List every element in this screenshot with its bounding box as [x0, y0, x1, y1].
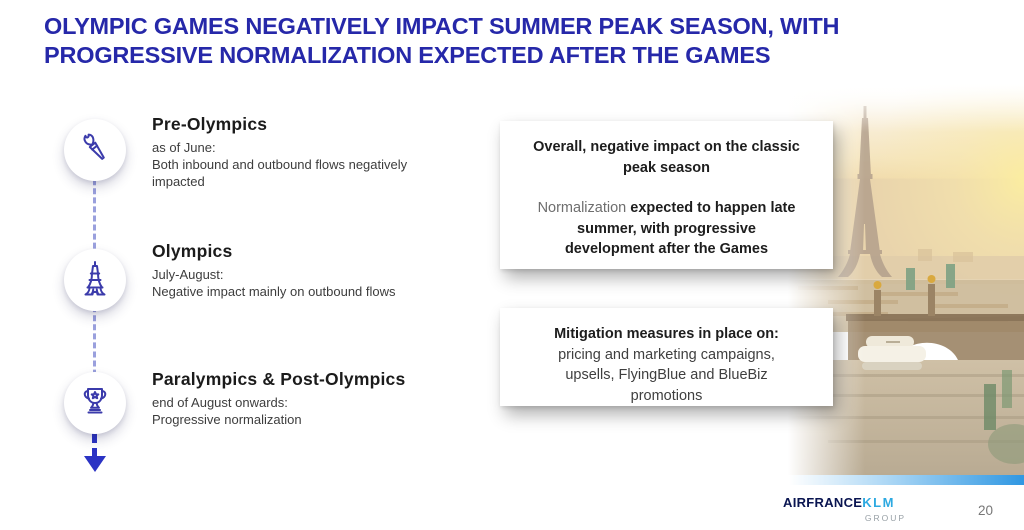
- timeline-item-description: Progressive normalization: [152, 412, 302, 428]
- timeline-item-description: Negative impact mainly on outbound flows: [152, 284, 396, 300]
- timeline-item-subtitle: July-August:: [152, 267, 224, 282]
- callout-body: pricing and marketing campaigns, upsells…: [558, 346, 775, 404]
- timeline-item-subtitle: end of August onwards:: [152, 395, 288, 410]
- timeline-item-paralympics: Paralympics & Post-Olympics end of Augus…: [152, 369, 472, 428]
- timeline-arrow-stem: [92, 448, 97, 457]
- logo-airfrance-text: AIRFRANCE: [783, 495, 863, 510]
- airfrance-klm-logo: AIRFRANCEKLM GROUP: [783, 495, 908, 523]
- callout-overall-impact: Overall, negative impact on the classic …: [500, 121, 833, 269]
- callout-mitigation: Mitigation measures in place on: pricing…: [500, 308, 833, 406]
- timeline-item-subtitle: as of June:: [152, 140, 216, 155]
- logo-group-text: GROUP: [864, 513, 906, 523]
- timeline-node-paralympics: [64, 372, 126, 434]
- footer-gradient-bar: [789, 475, 1024, 485]
- eiffel-tower-icon: [75, 258, 115, 303]
- timeline-item-olympics: Olympics July-August: Negative impact ma…: [152, 241, 472, 300]
- torch-icon: [75, 128, 115, 173]
- arrow-down-icon: [84, 456, 106, 472]
- timeline-item-description: Both inbound and outbound flows negative…: [152, 157, 408, 190]
- logo-klm-text: KLM: [862, 495, 895, 510]
- timeline-item-title: Pre-Olympics: [152, 114, 268, 134]
- timeline-dash-segment: [92, 432, 97, 443]
- callout-heading: Overall, negative impact on the classic …: [533, 139, 800, 176]
- callout-bold-text: expected to happen late summer, with pro…: [564, 200, 796, 258]
- timeline-node-pre-olympics: [64, 119, 126, 181]
- slide-title: OLYMPIC GAMES NEGATIVELY IMPACT SUMMER P…: [44, 13, 840, 69]
- timeline-item-pre-olympics: Pre-Olympics as of June: Both inbound an…: [152, 114, 472, 190]
- page-number: 20: [978, 503, 994, 518]
- timeline-item-title: Olympics: [152, 241, 233, 261]
- trophy-icon: [75, 381, 115, 426]
- callout-gray-word: Normalization: [537, 200, 627, 217]
- callout-normalization-text: Normalization expected to happen late su…: [512, 198, 821, 260]
- timeline-node-olympics: [64, 249, 126, 311]
- callout-heading: Mitigation measures in place on:: [554, 326, 779, 342]
- timeline-item-title: Paralympics & Post-Olympics: [152, 369, 406, 389]
